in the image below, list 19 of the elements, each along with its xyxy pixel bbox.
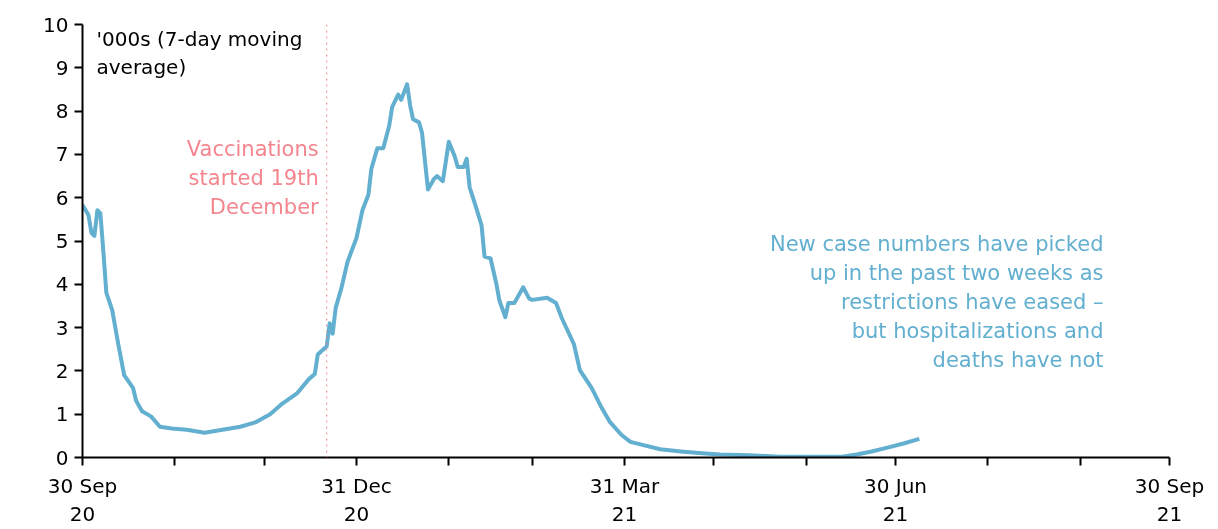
annotation: Vaccinations started 19th December	[186, 137, 320, 219]
y-tick-label: 9	[55, 55, 69, 80]
x-tick-label: 30 Jun 21	[863, 473, 928, 527]
y-tick-label: 4	[55, 272, 69, 297]
y-tick-label: 0	[55, 445, 69, 470]
y-tick-label: 1	[55, 402, 69, 427]
y-axis-title: '000s (7-day moving average)	[96, 26, 303, 80]
x-tick-label: 31 Mar 21	[589, 473, 661, 527]
y-tick-label: 7	[55, 142, 69, 167]
y-tick-label: 8	[55, 99, 69, 124]
x-tick-label: 31 Dec 20	[321, 473, 392, 527]
annotation: New case numbers have picked up in the past two weeks as restrictions have eased – but hospitalizations and deaths have not	[769, 232, 1104, 372]
y-tick-label: 10	[43, 12, 69, 37]
y-tick-label: 5	[55, 229, 69, 253]
y-tick-label: 6	[55, 185, 69, 210]
x-tick-label: 30 Sep 20	[47, 473, 118, 527]
y-tick-label: 2	[55, 358, 69, 383]
y-tick-label: 3	[55, 315, 69, 340]
x-tick-label: 30 Sep 21	[1134, 473, 1205, 527]
